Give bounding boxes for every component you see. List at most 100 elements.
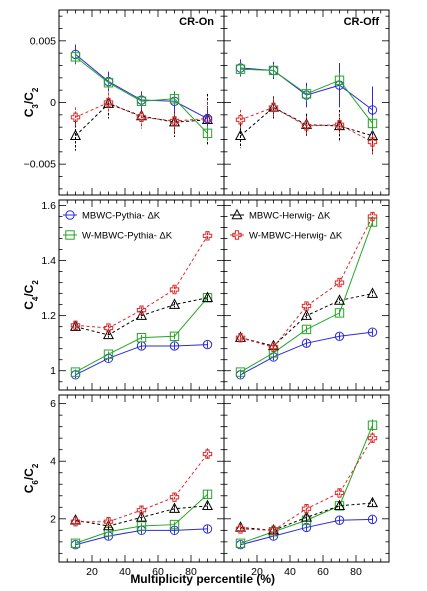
data-point-wmbwc_pythia (136, 332, 147, 343)
x-tick-label: 60 (317, 566, 329, 578)
data-point-mbwc_herwig (135, 309, 148, 320)
data-point-wmbwc_herwig (136, 305, 147, 315)
data-point-wmbwc_herwig (103, 323, 114, 333)
series-line-wmbwc_herwig (75, 235, 208, 329)
data-point-wmbwc_herwig (268, 525, 279, 536)
data-point-wmbwc_herwig (136, 505, 147, 515)
y-axis-title: C4/C2 (22, 280, 40, 310)
data-point-wmbwc_herwig (70, 516, 81, 527)
data-point-wmbwc_pythia (334, 308, 345, 318)
data-point-wmbwc_pythia (367, 118, 378, 129)
series-wmbwc_herwig (235, 432, 378, 536)
data-point-wmbwc_herwig (169, 116, 180, 126)
data-point-mbwc_herwig (168, 502, 181, 513)
x-tick-label: 20 (251, 566, 263, 578)
data-point-mbwc_herwig (333, 294, 346, 305)
data-point-wmbwc_herwig (235, 332, 246, 343)
legend-item-wmbwc_herwig: W-MBWC-Herwig- ΔK (230, 230, 343, 242)
data-point-mbwc_pythia (367, 327, 378, 337)
legend-item-mbwc_pythia: MBWC-Pythia- ΔK (63, 210, 161, 222)
panel-r2-c1: 20 40 60 80 (223, 394, 390, 578)
panel-title: CR-On (179, 16, 214, 28)
panel-r2-c0: 20 40 60 80 2 4 6 C6/C2 (22, 394, 225, 578)
series-line-mbwc_herwig (240, 293, 373, 347)
y-tick-label: 1 (50, 365, 56, 377)
data-point-wmbwc_herwig (136, 112, 147, 122)
panel-r1-c0: 1 1.2 1.4 1.6 C4/C2 (22, 199, 225, 391)
data-point-wmbwc_herwig (301, 301, 312, 311)
legend-label: MBWC-Pythia- ΔK (82, 211, 161, 222)
series-wmbwc_pythia (235, 63, 378, 131)
y-tick-label: 0 (50, 97, 56, 109)
data-point-mbwc_pythia (334, 515, 345, 525)
series-mbwc_pythia (235, 327, 378, 380)
panel-frame (58, 394, 225, 563)
y-tick-label: 1.4 (41, 255, 56, 267)
legend-item-mbwc_herwig: MBWC-Herwig- ΔK (230, 208, 331, 222)
legend-marker (231, 208, 243, 220)
data-point-wmbwc_herwig (70, 112, 81, 122)
panel-r0-c0: −0.005 0 0.005 C3/C2 CR-On (22, 9, 225, 196)
series-line-mbwc_herwig (75, 505, 208, 527)
data-point-wmbwc_pythia (169, 94, 180, 104)
data-point-wmbwc_herwig (235, 524, 246, 534)
data-point-wmbwc_pythia (70, 538, 81, 548)
data-point-wmbwc_herwig (103, 97, 114, 108)
data-point-mbwc_pythia (367, 105, 378, 115)
data-point-wmbwc_pythia (235, 64, 246, 74)
data-point-mbwc_herwig (234, 129, 247, 140)
data-point-wmbwc_herwig (235, 115, 246, 125)
data-point-wmbwc_herwig (334, 488, 345, 498)
x-tick-label: 80 (185, 566, 197, 578)
x-tick-label: 60 (152, 566, 164, 578)
panel-frame (58, 199, 225, 391)
data-point-wmbwc_herwig (367, 211, 378, 222)
data-point-wmbwc_herwig (169, 284, 180, 295)
data-point-mbwc_herwig (366, 496, 379, 508)
data-point-wmbwc_pythia (169, 331, 180, 342)
legend-item-wmbwc_pythia: W-MBWC-Pythia- ΔK (63, 230, 173, 242)
data-point-wmbwc_herwig (268, 102, 279, 113)
data-point-wmbwc_herwig (202, 449, 213, 459)
series-wmbwc_herwig (235, 97, 378, 154)
series-line-wmbwc_pythia (240, 221, 373, 373)
data-point-mbwc_herwig (168, 298, 181, 309)
x-tick-label: 40 (284, 566, 296, 578)
x-tick-label: 40 (119, 566, 131, 578)
y-tick-label: 4 (50, 456, 56, 468)
data-point-mbwc_herwig (102, 97, 115, 108)
y-tick-label: 1.6 (41, 200, 56, 212)
data-point-mbwc_herwig (234, 521, 247, 532)
y-tick-label: 1.2 (41, 310, 56, 322)
data-point-wmbwc_pythia (235, 538, 246, 548)
series-wmbwc_herwig (70, 448, 213, 527)
data-point-wmbwc_herwig (367, 433, 378, 443)
series-wmbwc_herwig (235, 211, 378, 353)
data-point-wmbwc_herwig (301, 504, 312, 514)
data-point-wmbwc_herwig (334, 277, 345, 288)
panel-frame (223, 394, 390, 563)
data-point-wmbwc_herwig (334, 120, 345, 130)
data-point-mbwc_pythia (334, 331, 345, 342)
data-point-wmbwc_pythia (136, 96, 147, 106)
data-point-wmbwc_herwig (169, 492, 180, 502)
data-point-wmbwc_pythia (70, 367, 81, 377)
panels-group: −0.005 0 0.005 C3/C2 CR-On CR-Off 1 1.2 1.4 1.6 C4… (22, 9, 390, 578)
data-point-mbwc_pythia (169, 341, 180, 351)
panel-r0-c1: CR-Off (223, 9, 390, 196)
series-line-wmbwc_herwig (240, 216, 373, 348)
panel-r1-c1 (223, 199, 390, 391)
data-point-wmbwc_pythia (268, 65, 279, 76)
legend-marker (232, 230, 242, 240)
series-line-mbwc_herwig (240, 106, 373, 137)
data-point-wmbwc_pythia (169, 519, 180, 530)
legend-marker (65, 210, 75, 220)
series-mbwc_pythia (70, 339, 213, 380)
data-point-wmbwc_pythia (334, 75, 345, 85)
legend-label: W-MBWC-Pythia- ΔK (82, 231, 173, 242)
data-point-mbwc_pythia (202, 524, 213, 534)
data-point-mbwc_herwig (102, 328, 115, 340)
data-point-mbwc_pythia (202, 113, 213, 124)
data-point-mbwc_pythia (202, 339, 213, 350)
data-point-wmbwc_herwig (70, 320, 81, 330)
